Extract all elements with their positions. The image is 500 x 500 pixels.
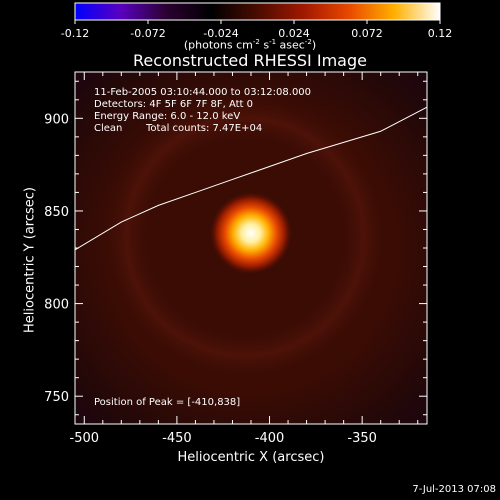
x-axis-label: Heliocentric X (arcsec) [177,450,325,465]
colorbar-tick-label: -0.072 [130,27,165,40]
time-range-text: 11-Feb-2005 03:10:44.000 to 03:12:08.000 [94,87,312,98]
total-counts-text: Total counts: 7.47E+04 [146,123,263,134]
colorbar-tick-label: 0.024 [278,27,310,40]
colorbar-tick-label: 0.12 [428,27,453,40]
x-tick-label: -350 [347,431,377,446]
solar-limb-curve [75,106,427,251]
colorbar-tick-label: 0.072 [351,27,383,40]
y-tick-label: 850 [44,205,69,220]
colorbar-tick-label: -0.12 [61,27,89,40]
axis-tick-labels: -500 -450 -400 -350 750 800 850 900 [44,112,377,446]
colorbar-ticks: -0.12 -0.072 -0.024 0.024 0.072 0.12 [61,20,452,40]
clean-text: Clean [94,123,123,134]
colorbar-units: (photons cm-2 s-1 asec-2) [183,38,317,52]
x-tick-label: -500 [70,431,100,446]
peak-source [209,191,293,276]
x-tick-label: -450 [162,431,192,446]
colorbar [74,2,441,21]
energy-range-text: Energy Range: 6.0 - 12.0 keV [94,111,241,122]
timestamp: 7-Jul-2013 07:08 [412,484,496,495]
chart-title: Reconstructed RHESSI Image [133,51,367,70]
y-tick-label: 750 [44,390,69,405]
y-tick-label: 800 [44,298,69,313]
colorbar-tick-label: -0.024 [203,27,238,40]
y-tick-label: 900 [44,112,69,127]
x-tick-label: -400 [255,431,285,446]
y-axis-label: Heliocentric Y (arcsec) [22,187,38,333]
peak-position-text: Position of Peak = [-410,838] [94,397,241,408]
detectors-text: Detectors: 4F 5F 6F 7F 8F, Att 0 [94,99,254,110]
axis-ticks [75,72,427,424]
